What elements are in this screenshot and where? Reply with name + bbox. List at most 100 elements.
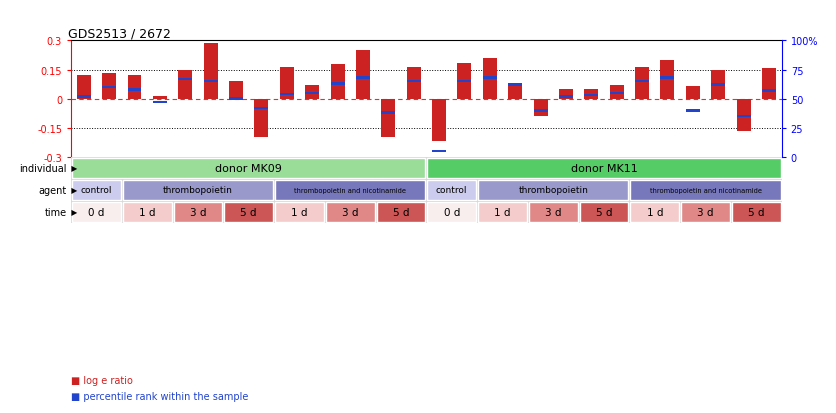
Bar	[508, 84, 522, 87]
Bar	[559, 96, 573, 98]
Text: thrombopoietin and nicotinamide: thrombopoietin and nicotinamide	[294, 188, 406, 193]
Bar	[102, 74, 116, 100]
FancyBboxPatch shape	[427, 159, 781, 178]
Bar	[381, 100, 395, 137]
FancyBboxPatch shape	[579, 202, 629, 222]
Text: 3 d: 3 d	[545, 207, 562, 217]
Bar	[635, 81, 649, 83]
Bar	[77, 96, 91, 98]
FancyBboxPatch shape	[72, 202, 121, 222]
Bar	[356, 77, 370, 80]
Bar	[254, 107, 268, 110]
Bar	[533, 100, 548, 117]
Bar	[153, 97, 167, 100]
Bar	[381, 112, 395, 115]
Text: donor MK11: donor MK11	[571, 164, 637, 173]
Bar	[406, 81, 421, 83]
FancyBboxPatch shape	[478, 180, 629, 200]
Bar	[762, 90, 776, 93]
FancyBboxPatch shape	[174, 202, 222, 222]
Bar	[102, 87, 116, 89]
Bar	[432, 100, 446, 142]
Bar	[254, 100, 268, 137]
Bar	[229, 82, 243, 100]
Bar	[178, 78, 192, 81]
FancyBboxPatch shape	[326, 202, 375, 222]
Text: time: time	[45, 207, 67, 217]
Bar	[483, 59, 497, 100]
FancyBboxPatch shape	[377, 202, 426, 222]
FancyBboxPatch shape	[732, 202, 781, 222]
Bar	[559, 90, 573, 100]
FancyBboxPatch shape	[123, 202, 171, 222]
Bar	[508, 86, 522, 100]
Text: 5 d: 5 d	[748, 207, 765, 217]
Bar	[483, 77, 497, 80]
Bar	[305, 86, 319, 100]
Bar	[280, 93, 293, 96]
Bar	[204, 44, 217, 100]
FancyBboxPatch shape	[275, 180, 426, 200]
Bar	[660, 77, 675, 80]
Bar	[609, 93, 624, 95]
FancyBboxPatch shape	[72, 180, 121, 200]
Text: agent: agent	[38, 185, 67, 195]
Text: 0 d: 0 d	[444, 207, 460, 217]
Bar	[457, 81, 472, 83]
Text: 1 d: 1 d	[646, 207, 663, 217]
Bar	[660, 61, 675, 100]
Bar	[128, 76, 141, 100]
Text: 1 d: 1 d	[291, 207, 308, 217]
Text: 3 d: 3 d	[697, 207, 714, 217]
Text: individual: individual	[19, 164, 67, 173]
Bar	[330, 65, 344, 100]
Bar	[584, 90, 599, 100]
Text: thrombopoietin: thrombopoietin	[163, 186, 233, 195]
Bar	[737, 100, 751, 131]
Text: thrombopoietin and nicotinamide: thrombopoietin and nicotinamide	[650, 188, 762, 193]
Text: thrombopoietin: thrombopoietin	[518, 186, 589, 195]
Bar	[584, 95, 599, 97]
Bar	[762, 69, 776, 100]
Text: 1 d: 1 d	[494, 207, 511, 217]
Text: 5 d: 5 d	[241, 207, 257, 217]
Bar	[305, 93, 319, 95]
FancyBboxPatch shape	[630, 180, 781, 200]
Text: 5 d: 5 d	[393, 207, 410, 217]
Bar	[356, 51, 370, 100]
Bar	[635, 67, 649, 100]
FancyBboxPatch shape	[427, 202, 477, 222]
FancyBboxPatch shape	[427, 180, 477, 200]
Bar	[229, 98, 243, 101]
Bar	[457, 64, 472, 100]
Text: 1 d: 1 d	[139, 207, 155, 217]
FancyBboxPatch shape	[630, 202, 679, 222]
Bar	[204, 81, 217, 83]
Bar	[533, 110, 548, 112]
Text: 5 d: 5 d	[596, 207, 612, 217]
Bar	[711, 84, 725, 87]
Bar	[432, 150, 446, 153]
Text: ■ percentile rank within the sample: ■ percentile rank within the sample	[71, 392, 248, 401]
FancyBboxPatch shape	[681, 202, 730, 222]
Text: control: control	[81, 186, 112, 195]
Bar	[178, 70, 192, 100]
FancyBboxPatch shape	[123, 180, 273, 200]
Text: ■ log e ratio: ■ log e ratio	[71, 375, 133, 385]
FancyBboxPatch shape	[478, 202, 527, 222]
Bar	[686, 87, 700, 100]
Bar	[737, 116, 751, 118]
Text: 0 d: 0 d	[89, 207, 104, 217]
Bar	[609, 86, 624, 100]
Bar	[686, 110, 700, 112]
FancyBboxPatch shape	[224, 202, 273, 222]
Bar	[280, 67, 293, 100]
FancyBboxPatch shape	[529, 202, 578, 222]
Bar	[711, 70, 725, 100]
Text: donor MK09: donor MK09	[216, 164, 282, 173]
Text: control: control	[436, 186, 467, 195]
Bar	[153, 102, 167, 104]
FancyBboxPatch shape	[72, 159, 426, 178]
Text: 3 d: 3 d	[342, 207, 359, 217]
Bar	[330, 83, 344, 85]
